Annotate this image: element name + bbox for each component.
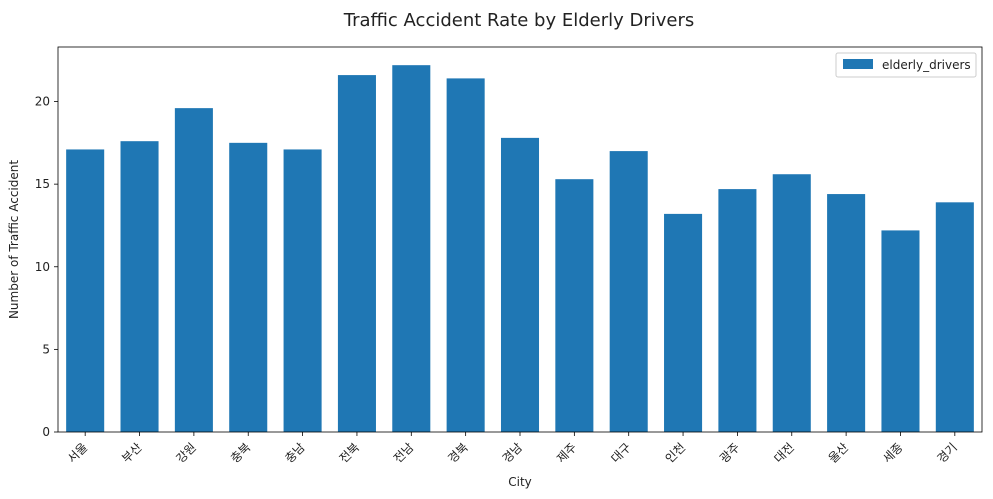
legend-entry-elderly-drivers: elderly_drivers xyxy=(882,58,971,72)
bar-14 xyxy=(827,194,866,432)
bar-8 xyxy=(500,137,540,432)
y-axis: 0 5 10 15 20 xyxy=(35,95,58,439)
bar-4 xyxy=(283,149,322,432)
bar-9 xyxy=(555,179,594,432)
bar-13 xyxy=(772,174,811,433)
bar-12 xyxy=(718,189,757,432)
x-tick-label: 경남 xyxy=(500,440,526,466)
x-tick-label: 제주 xyxy=(554,440,580,466)
x-tick-label: 전북 xyxy=(337,440,363,466)
y-tick-label: 10 xyxy=(35,260,50,274)
y-tick-label: 5 xyxy=(42,342,50,356)
x-axis: 서울 부산 강원 충북 충남 전북 전남 경북 경남 제주 대구 인천 광주 대전 울산 세종 경기 xyxy=(65,432,960,466)
x-tick-label: 전남 xyxy=(391,440,417,466)
x-tick-label: 대구 xyxy=(608,440,634,466)
chart-title: Traffic Accident Rate by Elderly Drivers xyxy=(343,10,695,31)
bar-6 xyxy=(392,65,431,432)
x-tick-label: 대전 xyxy=(771,440,797,466)
x-tick-label: 울산 xyxy=(826,440,852,466)
legend-swatch xyxy=(843,59,873,69)
x-tick-label: 경북 xyxy=(445,440,471,466)
bar-0 xyxy=(66,149,105,432)
x-tick-label: 세종 xyxy=(880,440,906,466)
bar-16 xyxy=(935,202,974,432)
x-axis-label: City xyxy=(508,475,532,489)
plot-frame xyxy=(57,46,983,433)
bars-group xyxy=(66,65,974,433)
y-tick-label: 0 xyxy=(42,425,50,439)
bar-11 xyxy=(664,213,703,432)
x-tick-label: 충북 xyxy=(228,440,254,466)
legend: elderly_drivers xyxy=(835,52,977,78)
bar-7 xyxy=(446,78,485,433)
x-tick-label: 서울 xyxy=(65,440,91,466)
y-axis-label: Number of Traffic Accident xyxy=(7,160,21,319)
x-tick-label: 충남 xyxy=(282,440,308,466)
bar-15 xyxy=(881,230,920,432)
x-tick-label: 인천 xyxy=(662,440,688,466)
x-tick-label: 광주 xyxy=(717,440,743,466)
x-tick-label: 경기 xyxy=(934,440,960,466)
y-tick-label: 15 xyxy=(35,177,50,191)
x-tick-label: 강원 xyxy=(173,440,199,466)
bar-5 xyxy=(337,75,376,433)
x-tick-label: 부산 xyxy=(119,440,145,466)
bar-2 xyxy=(174,108,213,433)
bar-3 xyxy=(229,142,268,432)
bar-1 xyxy=(120,141,159,432)
bar-10 xyxy=(609,151,648,433)
y-tick-label: 20 xyxy=(35,95,50,109)
